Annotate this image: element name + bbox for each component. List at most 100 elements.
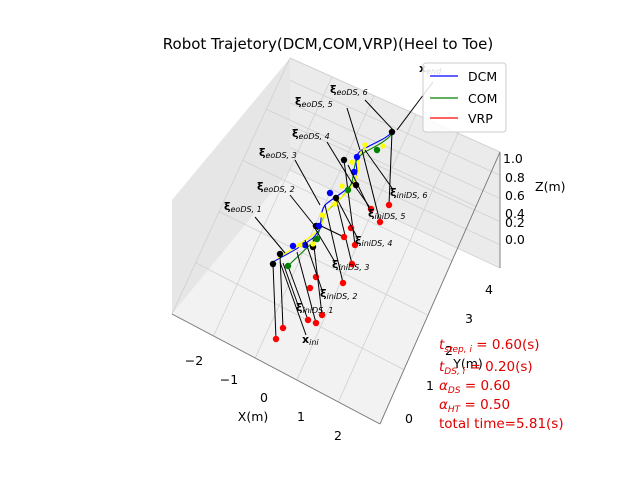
annotation-iniDS-5: ξiniDS, 5: [368, 207, 405, 221]
y-tick-label: 0: [405, 411, 413, 426]
vrp-marker: [380, 143, 386, 149]
parameter-line: tDS, i = 0.20(s): [439, 359, 533, 377]
grid-line: [213, 76, 333, 337]
vrp-point: [279, 324, 287, 332]
z-tick-label: 1.0: [503, 151, 523, 166]
annotation-eoDS-4: ξeoDS, 4: [292, 127, 330, 141]
dcm-point: [326, 189, 334, 197]
stems: [272, 131, 393, 340]
vrp-point: [385, 201, 393, 209]
x-axis-label: X(m): [238, 409, 269, 424]
annotation-iniDS-2: ξiniDS, 2: [320, 287, 357, 301]
stem-line: [335, 197, 353, 265]
legend-label-vrp: VRP: [468, 111, 493, 126]
annotation-leader-line: [346, 107, 361, 151]
vrp-marker: [310, 241, 316, 247]
annotation-leader-line: [364, 99, 396, 133]
parameter-line: αHT = 0.50: [439, 397, 510, 415]
legend: DCM COM VRP: [422, 62, 507, 133]
stem-line: [296, 251, 317, 324]
annotation-leader-line: [334, 194, 358, 238]
grid-line: [289, 169, 501, 269]
vrp-marker: [349, 159, 355, 165]
annotation-leader-line: [347, 164, 371, 211]
annotation-eoDS-5: ξeoDS, 5: [295, 95, 333, 109]
annotation-leader-line: [289, 194, 319, 231]
stem-line: [324, 204, 344, 284]
z-tick-label: 0.0: [505, 232, 525, 247]
dcm-point: [353, 153, 361, 161]
grid-line: [289, 57, 501, 153]
annotation-x-ini: xini: [302, 333, 319, 347]
stem-line: [272, 263, 277, 340]
vrp-point: [351, 241, 359, 249]
z-tick-label: 0.4: [505, 206, 525, 221]
chart-title: Robot Trajetory(DCM,COM,VRP)(Heel to Toe…: [163, 35, 493, 53]
grid-line: [242, 160, 453, 262]
stem-line: [287, 265, 309, 321]
parameter-line: αDS = 0.60: [439, 378, 511, 396]
vrp-point: [348, 260, 356, 268]
grid-line: [289, 147, 501, 246]
z-tick-label: 0.2: [505, 215, 525, 230]
z-tick-label: 0.8: [505, 170, 525, 185]
grid-line: [171, 57, 291, 315]
vrp-point: [318, 311, 326, 319]
x-axis-line: [171, 313, 381, 425]
annotation-leader-line: [294, 159, 321, 206]
y-tick-label: 4: [485, 282, 493, 297]
annotation-iniDS-3: ξiniDS, 3: [332, 258, 369, 272]
x-tick-label: 2: [334, 428, 342, 443]
com-point: [284, 262, 292, 270]
endpoint-marker: [340, 156, 348, 164]
data-points: [269, 128, 396, 343]
y-tick-label: 1: [426, 378, 434, 393]
vrp-marker: [362, 142, 368, 148]
vrp-marker: [297, 242, 303, 248]
stem-line: [388, 131, 393, 206]
annotation-leaders: [254, 81, 434, 336]
vrp-point: [306, 284, 314, 292]
parameter-line: total time=5.81(s): [439, 416, 564, 432]
annotation-leader-line: [304, 239, 323, 291]
annotation-leader-line: [326, 141, 353, 184]
vrp-point: [304, 316, 312, 324]
annotation-leader-line: [282, 262, 299, 306]
com-point: [313, 235, 321, 243]
annotation-leader-line: [364, 149, 393, 189]
y-tick-label: 2: [445, 343, 453, 358]
grid-line: [289, 124, 501, 222]
x-tick-label: 1: [297, 409, 305, 424]
y-axis-line: [379, 151, 501, 425]
dcm-point: [315, 222, 323, 230]
annotation-eoDS-1: ξeoDS, 1: [224, 200, 262, 214]
y-axis-label: Y(m): [452, 356, 483, 371]
grid-line: [219, 211, 429, 316]
vrp-point: [312, 319, 320, 327]
vrp-marker: [332, 201, 338, 207]
endpoint-marker: [269, 260, 277, 268]
vrp-marker: [319, 212, 325, 218]
stem-line: [343, 159, 356, 246]
endpoint-marker: [388, 128, 396, 136]
stem-line: [279, 254, 284, 329]
z-tick-label: 0.6: [505, 188, 525, 203]
vrp-point: [339, 279, 347, 287]
endpoint-marker: [352, 181, 360, 189]
stem-line: [361, 149, 381, 223]
com-point: [373, 146, 381, 154]
x-tick-label: −2: [185, 353, 203, 368]
grid-line: [266, 108, 477, 207]
annotation-leader-line: [254, 216, 286, 254]
dcm-point: [289, 242, 297, 250]
annotation-eoDS-2: ξeoDS, 2: [257, 180, 295, 194]
vrp-marker: [339, 183, 345, 189]
x-tick-label: −1: [220, 372, 238, 387]
back-pane-right: [290, 58, 500, 268]
annotation-eoDS-6: ξeoDS, 6: [330, 83, 368, 97]
vrp-point: [367, 205, 375, 213]
vrp-point: [272, 335, 280, 343]
